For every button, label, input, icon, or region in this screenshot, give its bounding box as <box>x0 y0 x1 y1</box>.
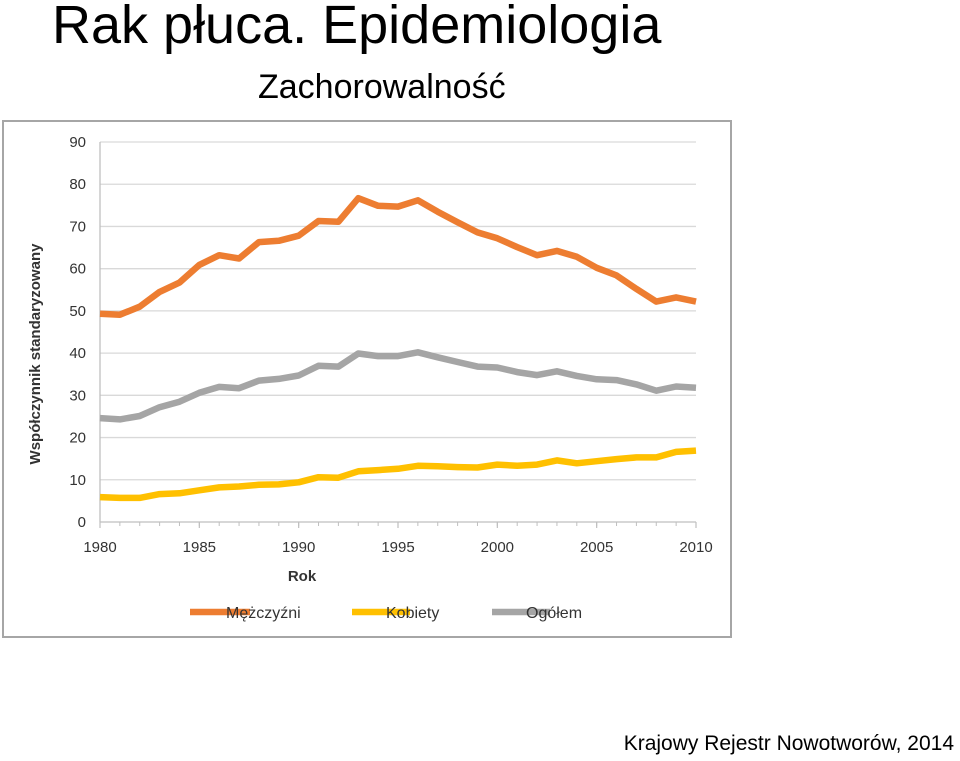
x-tick-label: 1985 <box>183 539 216 556</box>
x-tick-label: 1980 <box>83 539 116 556</box>
series-line-2 <box>99 447 697 502</box>
y-tick-label: 60 <box>69 261 86 278</box>
x-tick-label: 2000 <box>481 539 514 556</box>
series-line-3 <box>99 349 697 423</box>
x-axis-title: Rok <box>288 568 317 585</box>
y-tick-label: 80 <box>69 176 86 193</box>
slide-subtitle: Zachorowalność <box>258 68 506 106</box>
y-tick-label: 10 <box>69 472 86 489</box>
series-line-1 <box>99 194 697 318</box>
x-tick-label: 2005 <box>580 539 613 556</box>
y-tick-label: 30 <box>69 387 86 404</box>
x-tick-label: 1990 <box>282 539 315 556</box>
grid-layer <box>100 141 696 481</box>
slide-title: Rak płuca. Epidemiologia <box>52 0 662 55</box>
legend-label-3: Ogółem <box>526 605 582 622</box>
x-tick-label: 2010 <box>679 539 712 556</box>
y-tick-label: 0 <box>78 514 86 531</box>
series-layer <box>99 194 697 502</box>
y-tick-label: 50 <box>69 303 86 320</box>
legend: Mężczyźni Kobiety Ogółem <box>190 605 582 622</box>
source-citation: Krajowy Rejestr Nowotworów, 2014 <box>623 732 954 755</box>
legend-label-2: Kobiety <box>386 605 439 622</box>
x-tick-label: 1995 <box>381 539 414 556</box>
chart-frame: 0 10 20 30 40 50 60 70 80 90 1980 1985 1990 1995 2000 2… <box>2 120 732 638</box>
y-tick-label: 70 <box>69 218 86 235</box>
axis-layer: 0 10 20 30 40 50 60 70 80 90 1980 1985 1990 1995 2000 2… <box>69 134 712 556</box>
y-tick-label: 20 <box>69 430 86 447</box>
y-tick-label: 90 <box>69 134 86 151</box>
y-axis-title: Współczynnik standaryzowany <box>27 243 44 465</box>
chart-svg: 0 10 20 30 40 50 60 70 80 90 1980 1985 1990 1995 2000 2… <box>27 134 713 622</box>
y-tick-label: 40 <box>69 345 86 362</box>
legend-label-1: Mężczyźni <box>226 605 301 622</box>
